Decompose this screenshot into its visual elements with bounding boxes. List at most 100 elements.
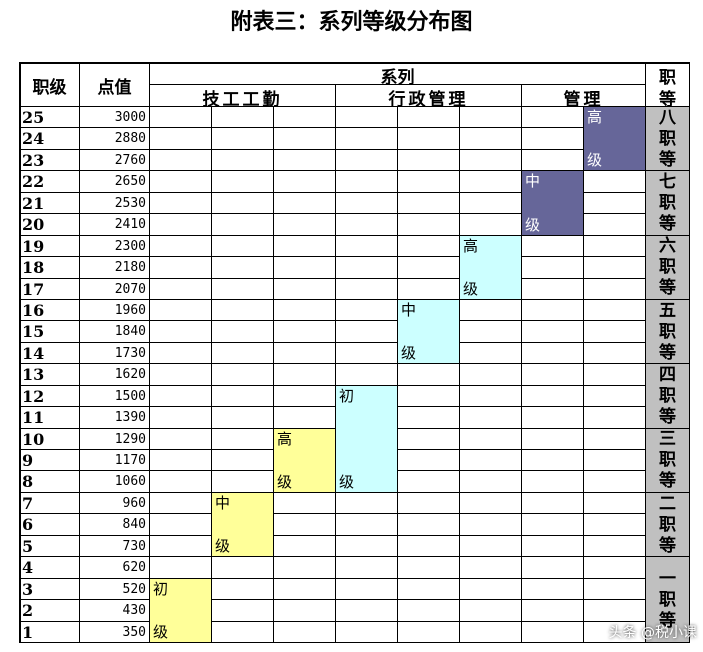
level-cell: 18 (20, 257, 80, 279)
series-cell (522, 385, 584, 408)
header-group-label: 管理 (563, 90, 604, 110)
series-cell (150, 149, 212, 172)
series-cell (398, 171, 460, 193)
series-cell (212, 385, 274, 408)
points-cell: 960 (80, 492, 150, 515)
header-series-label: 系列 (380, 68, 415, 88)
grade-band: 高级 (584, 107, 646, 172)
rank-char: 二 (659, 493, 676, 514)
series-cell (460, 128, 522, 150)
rank-char: 五 (659, 300, 676, 321)
series-cell (212, 107, 274, 129)
grade-band-top-label: 初 (153, 579, 169, 598)
series-cell (274, 107, 336, 129)
series-cell (274, 514, 336, 536)
rank-char: 七 (659, 171, 676, 192)
series-cell (212, 299, 274, 322)
series-cell (522, 492, 584, 515)
series-cell (212, 192, 274, 215)
grade-band: 初级 (150, 578, 212, 643)
series-cell (398, 514, 460, 536)
rank-cell: 五职等 (646, 299, 690, 365)
level-cell: 23 (20, 149, 80, 172)
points-cell: 840 (80, 514, 150, 536)
header-points-label: 点值 (97, 78, 132, 98)
rank-char: 四 (659, 364, 676, 385)
series-cell (460, 407, 522, 429)
grade-band-bottom-label: 级 (525, 215, 541, 234)
series-cell (274, 257, 336, 279)
series-cell (460, 557, 522, 579)
series-cell (150, 428, 212, 451)
points-cell: 1170 (80, 450, 150, 472)
series-cell (460, 171, 522, 193)
series-cell (584, 299, 646, 322)
rank-char: 六 (659, 236, 676, 257)
grade-band-top-label: 初 (339, 386, 355, 405)
grade-band-bottom-label: 级 (339, 472, 355, 491)
level-cell: 9 (20, 450, 80, 472)
series-cell (398, 149, 460, 172)
series-cell (336, 621, 398, 643)
series-cell (522, 235, 584, 258)
level-cell: 21 (20, 192, 80, 215)
series-cell (274, 278, 336, 300)
series-cell (274, 342, 336, 365)
points-cell: 3000 (80, 107, 150, 129)
grade-band: 高级 (460, 235, 522, 300)
points-cell: 1290 (80, 428, 150, 451)
series-cell (398, 600, 460, 622)
series-cell (150, 385, 212, 408)
series-cell (460, 492, 522, 515)
series-cell (274, 321, 336, 343)
level-cell: 19 (20, 235, 80, 258)
points-cell: 1390 (80, 407, 150, 429)
series-cell (522, 535, 584, 558)
series-cell (212, 128, 274, 150)
grade-band-top-label: 高 (277, 429, 293, 448)
series-cell (398, 578, 460, 601)
series-cell (212, 600, 274, 622)
level-cell: 4 (20, 557, 80, 579)
series-cell (336, 299, 398, 322)
level-cell: 2 (20, 600, 80, 622)
grade-band-bottom-label: 级 (215, 537, 231, 556)
rank-char: 等 (659, 149, 676, 170)
grade-band: 初级 (336, 385, 398, 493)
rank-char: 职 (659, 450, 676, 471)
series-cell (336, 257, 398, 279)
points-cell: 2410 (80, 214, 150, 236)
level-cell: 14 (20, 342, 80, 365)
series-cell (398, 535, 460, 558)
series-cell (584, 342, 646, 365)
series-cell (150, 471, 212, 493)
series-cell (460, 600, 522, 622)
series-cell (336, 192, 398, 215)
series-cell (336, 578, 398, 601)
series-cell (460, 450, 522, 472)
rank-char: 等 (659, 213, 676, 234)
series-cell (150, 535, 212, 558)
series-cell (522, 471, 584, 493)
level-cell: 24 (20, 128, 80, 150)
grade-band: 中级 (212, 492, 274, 558)
series-cell (460, 149, 522, 172)
level-cell: 10 (20, 428, 80, 451)
series-cell (584, 600, 646, 622)
level-cell: 12 (20, 385, 80, 408)
series-cell (336, 600, 398, 622)
level-cell: 8 (20, 471, 80, 493)
series-cell (398, 364, 460, 386)
rank-char: 等 (659, 610, 676, 631)
points-cell: 620 (80, 557, 150, 579)
points-cell: 1500 (80, 385, 150, 408)
page-title: 附表三：系列等级分布图 (230, 10, 473, 35)
series-cell (584, 214, 646, 236)
series-cell (274, 535, 336, 558)
points-cell: 730 (80, 535, 150, 558)
series-cell (460, 535, 522, 558)
series-cell (460, 214, 522, 236)
rank-char: 三 (659, 429, 676, 450)
points-cell: 1620 (80, 364, 150, 386)
series-cell (274, 149, 336, 172)
